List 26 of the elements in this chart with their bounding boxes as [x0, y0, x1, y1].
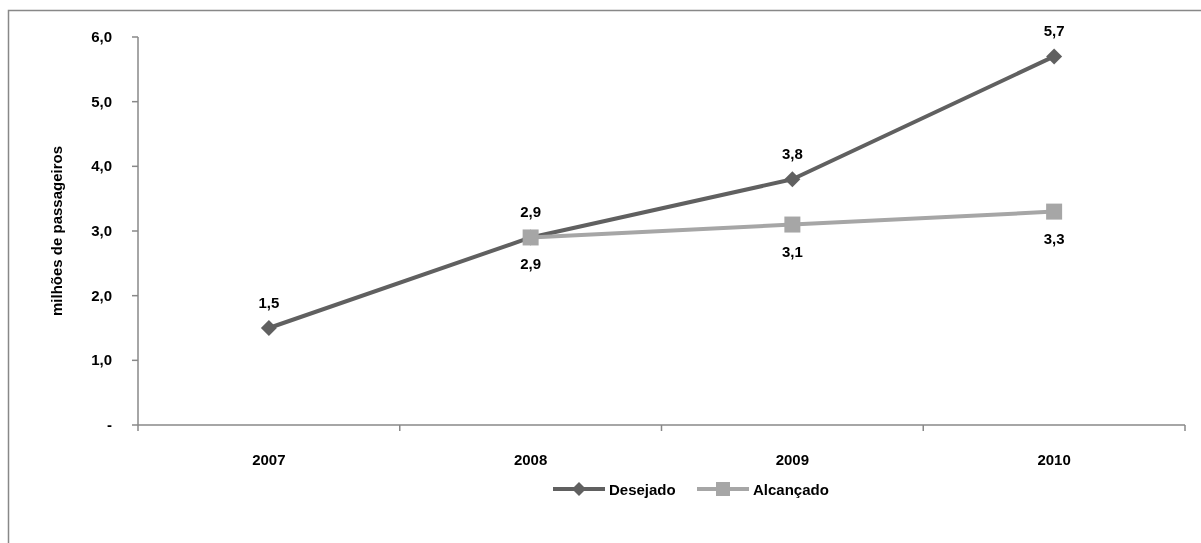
x-tick-label: 2009: [775, 451, 810, 468]
data-label: 3,1: [781, 242, 803, 260]
y-tick-label: -: [107, 416, 112, 433]
data-label: 1,5: [258, 294, 280, 311]
point: [1046, 203, 1063, 220]
y-tick-label: 6,0: [91, 28, 112, 45]
point: [784, 171, 801, 188]
x-tick-label: 2010: [1037, 451, 1071, 468]
x-tick-label: 2008: [513, 451, 548, 468]
point: [260, 320, 277, 336]
legend-label: Alcançado: [753, 481, 829, 498]
x-tick-label: 2007: [252, 451, 286, 468]
data-label: 3,3: [1043, 229, 1065, 247]
data-label: 2,9: [520, 203, 542, 221]
data-label: 5,7: [1043, 22, 1065, 40]
legend-label: Desejado: [609, 481, 676, 498]
y-tick-label: 3,0: [91, 222, 112, 239]
data-label: 3,8: [781, 145, 803, 163]
point: [1046, 48, 1063, 65]
y-axis-title: milhões de passageiros: [48, 145, 65, 317]
y-tick-label: 4,0: [91, 157, 112, 175]
y-tick-label: 5,0: [91, 92, 112, 110]
y-tick-label: 2,0: [91, 286, 112, 304]
point: [784, 216, 801, 233]
y-tick-label: 1,0: [91, 351, 112, 369]
data-label: 2,9: [520, 255, 542, 273]
